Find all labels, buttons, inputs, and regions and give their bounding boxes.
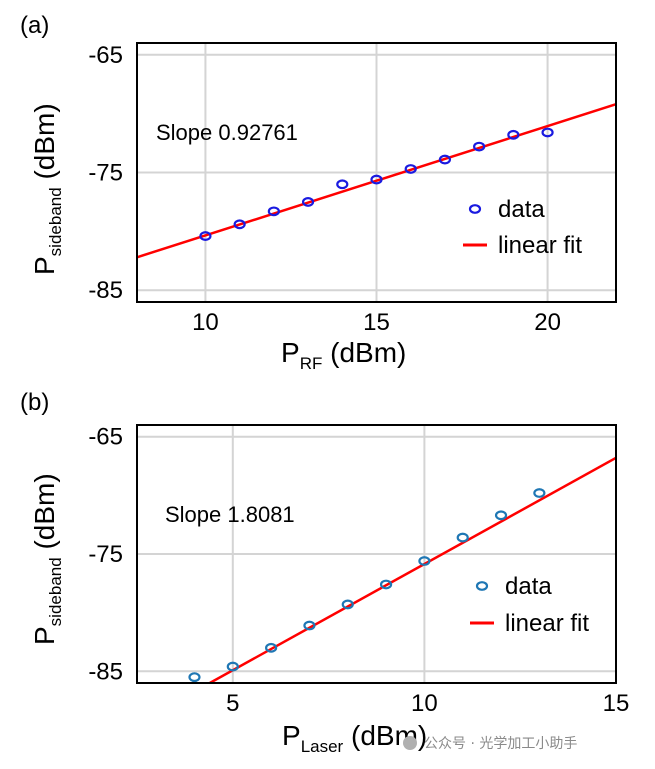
panel-a: (a) 10 15 20 -65 -75 -85 Slope 0.92761 data l… (20, 12, 617, 373)
panel-a-legend-data-marker (468, 204, 482, 214)
watermark: 公众号 · 光学加工小助手 (403, 736, 577, 752)
panel-b-legend-data-label: data (505, 573, 552, 600)
panel-a-y-tick-label: -75 (88, 160, 123, 187)
panel-a-x-axis-label: PRF (dBm) (281, 337, 406, 373)
panel-b-linear-fit-line (209, 456, 616, 683)
panel-b-annotation: Slope 1.8081 (165, 502, 295, 527)
panel-a-legend-data-label: data (498, 196, 545, 223)
panel-b-axes-frame (136, 424, 617, 684)
watermark-text: 公众号 · 光学加工小助手 (424, 736, 577, 752)
panel-a-series-group (137, 103, 616, 259)
panel-b-data-point (265, 642, 278, 653)
panel-a-data-point (336, 179, 349, 190)
panel-b-y-tick-label: -85 (88, 658, 123, 685)
panel-b-data-point (379, 579, 393, 590)
panel-b-series-group (188, 456, 616, 683)
panel-b-legend: data linear fit (470, 573, 589, 637)
panel-b-data-point (303, 620, 316, 631)
panel-b-x-tick-label: 10 (411, 690, 438, 717)
panel-a-plot-area: 10 15 20 -65 -75 -85 (88, 42, 617, 336)
panel-b: (b) 5 10 15 -65 -75 -85 Slope 1.8081 data lin… (20, 389, 629, 756)
panel-a-data-point (267, 206, 280, 217)
panel-b-data-point (494, 510, 508, 521)
panel-b-data-point (188, 672, 201, 683)
panel-b-data-point (418, 556, 431, 566)
panel-b-slope-annotation: Slope 1.8081 (165, 502, 295, 527)
panel-a-data-point (301, 197, 315, 207)
panel-a-axes-frame (136, 42, 617, 303)
panel-b-y-axis-label: Psideband (dBm) (29, 473, 65, 645)
panel-a-x-tick-label: 10 (192, 309, 219, 336)
panel-a-data-point (404, 164, 417, 174)
panel-b-data-point (533, 488, 546, 498)
panel-b-data-point (341, 599, 354, 610)
panel-b-x-tick-label: 15 (603, 690, 630, 717)
panel-a-y-tick-label: -85 (88, 277, 123, 304)
panel-a-x-tick-label: 15 (363, 309, 390, 336)
panel-a-annotation: Slope 0.92761 (156, 120, 298, 145)
panel-a-linear-fit-line (137, 103, 616, 259)
panel-b-y-tick-label: -65 (88, 424, 123, 451)
panel-b-plot-area: 5 10 15 -65 -75 -85 (88, 424, 629, 717)
panel-b-legend-data-marker (475, 581, 489, 591)
panel-a-data-point (233, 219, 246, 230)
wechat-icon (403, 736, 417, 750)
panel-a-y-tick-label: -65 (88, 42, 123, 69)
panel-a-slope-annotation: Slope 0.92761 (156, 120, 298, 145)
panel-b-x-tick-label: 5 (226, 690, 239, 717)
panel-a-x-tick-label: 20 (534, 309, 561, 336)
panel-a-y-axis-label: Psideband (dBm) (29, 103, 65, 275)
panel-b-label: (b) (20, 389, 49, 416)
panel-a-label: (a) (20, 12, 49, 39)
panel-a-data-point (199, 231, 212, 241)
panel-b-y-tick-label: -75 (88, 541, 123, 568)
panel-a-legend-fit-label: linear fit (498, 232, 582, 259)
panel-a-data-point (438, 154, 452, 165)
panel-a-data-point (507, 129, 520, 140)
panel-a-data-point (473, 141, 486, 152)
panel-a-legend: data linear fit (463, 196, 582, 259)
panel-b-data-point (456, 532, 469, 543)
panel-b-legend-fit-label: linear fit (505, 610, 589, 637)
panel-b-data-point (226, 661, 239, 672)
panel-a-data-point (541, 127, 554, 138)
panel-a-data-point (370, 174, 383, 185)
